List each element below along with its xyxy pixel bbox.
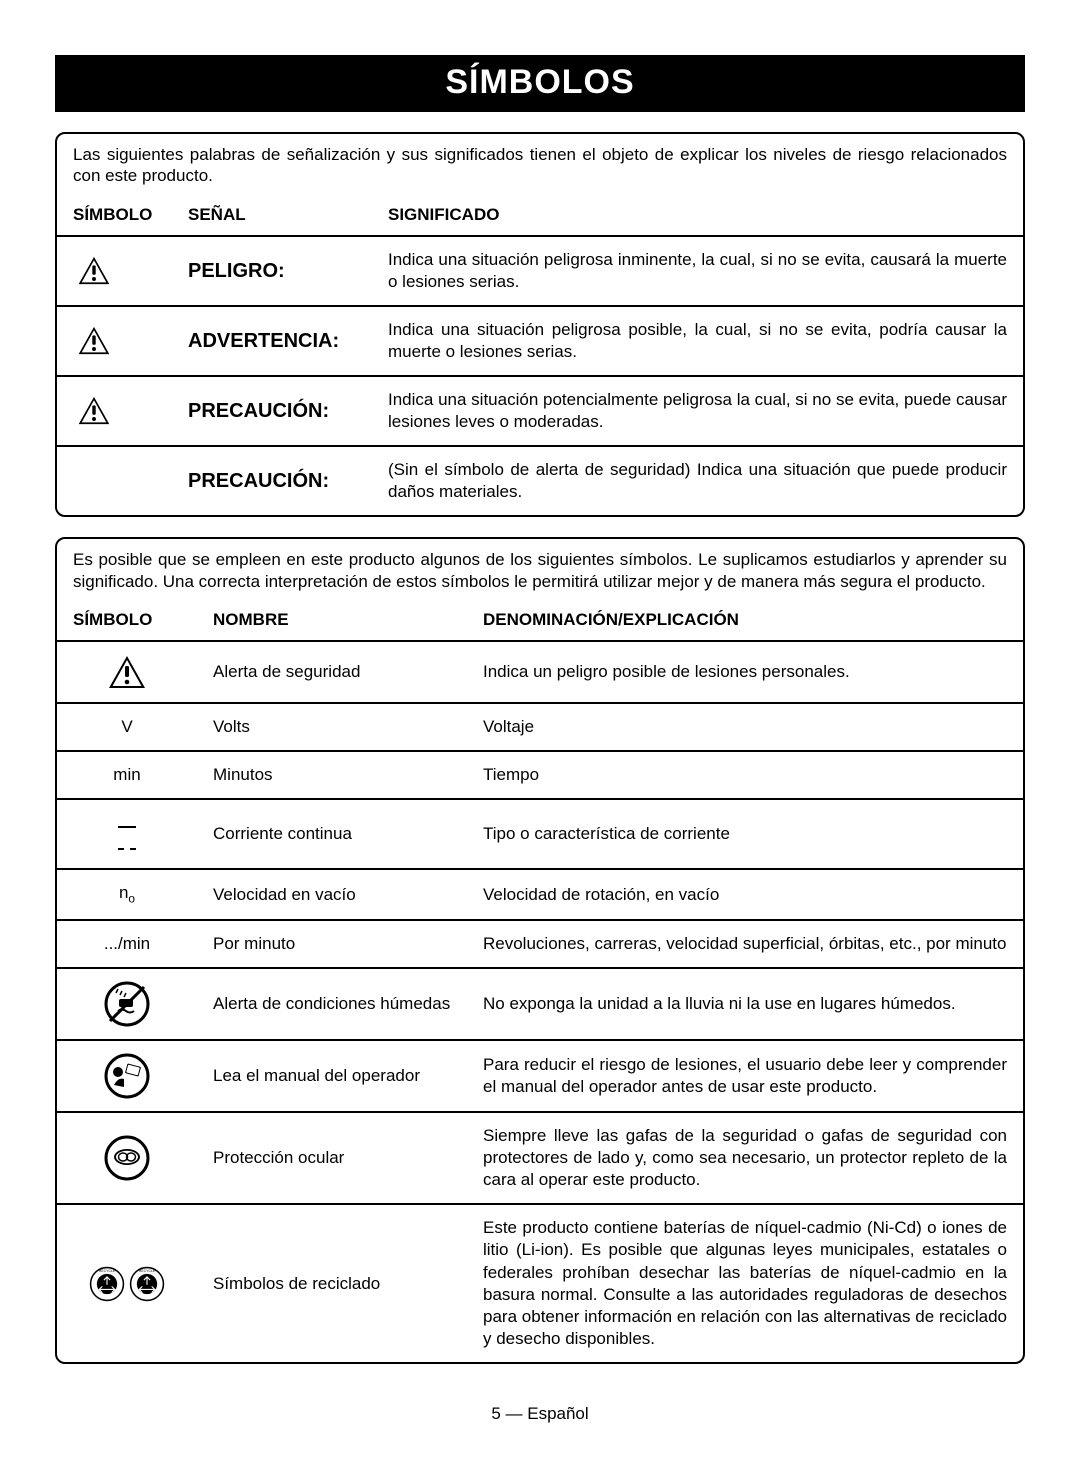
alert-icon	[107, 661, 147, 680]
explanation-cell: Velocidad de rotación, en vacío	[467, 869, 1023, 920]
explanation-cell: Revoluciones, carreras, velocidad superf…	[467, 920, 1023, 968]
header-signal: SEÑAL	[172, 195, 372, 236]
table-row: V VoltsVoltaje	[57, 703, 1023, 751]
table-row: Corriente continuaTipo o característica …	[57, 799, 1023, 869]
svg-text:RECYCLE: RECYCLE	[98, 1269, 115, 1273]
header-symbol: SÍMBOLO	[57, 195, 172, 236]
wet-icon	[104, 994, 150, 1013]
name-cell: Minutos	[197, 751, 467, 799]
table-row: PELIGRO:Indica una situación peligrosa i…	[57, 236, 1023, 306]
symbol-cell: min	[57, 751, 197, 799]
symbol-cell	[57, 641, 197, 703]
header-explanation: DENOMINACIÓN/EXPLICACIÓN	[467, 600, 1023, 641]
dc-icon	[118, 813, 136, 854]
signal-cell: ADVERTENCIA:	[172, 306, 372, 376]
symbol-cell	[57, 1112, 197, 1204]
name-cell: Volts	[197, 703, 467, 751]
explanation-cell: Tipo o característica de corriente	[467, 799, 1023, 869]
symbol-cell: RECYCLE RECYCLE	[57, 1204, 197, 1362]
explanation-cell: Siempre lleve las gafas de la seguridad …	[467, 1112, 1023, 1204]
min-icon: min	[113, 765, 140, 784]
alert-triangle-icon	[77, 260, 111, 279]
meaning-cell: Indica una situación peligrosa inminente…	[372, 236, 1023, 306]
page-title: SÍMBOLOS	[55, 55, 1025, 112]
symbols-box: Es posible que se empleen en este produc…	[55, 537, 1025, 1364]
symbol-cell	[57, 1040, 197, 1112]
symbol-cell: no	[57, 869, 197, 920]
table-row: Alerta de condiciones húmedasNo exponga …	[57, 968, 1023, 1040]
table-row: PRECAUCIÓN:Indica una situación potencia…	[57, 376, 1023, 446]
explanation-cell: Voltaje	[467, 703, 1023, 751]
symbol-cell: .../min	[57, 920, 197, 968]
table-row: RECYCLE RECYCLE Símbolos de recicladoEste…	[57, 1204, 1023, 1362]
table-row: Alerta de seguridadIndica un peligro pos…	[57, 641, 1023, 703]
meaning-cell: Indica una situación peligrosa posible, …	[372, 306, 1023, 376]
signal-words-box: Las siguientes palabras de señalización …	[55, 132, 1025, 517]
table-row: no Velocidad en vacíoVelocidad de rotació…	[57, 869, 1023, 920]
eye-icon	[104, 1148, 150, 1167]
table-header-row: SÍMBOLO SEÑAL SIGNIFICADO	[57, 195, 1023, 236]
signal-cell: PRECAUCIÓN:	[172, 376, 372, 446]
explanation-cell: No exponga la unidad a la lluvia ni la u…	[467, 968, 1023, 1040]
meaning-cell: (Sin el símbolo de alerta de seguridad) …	[372, 446, 1023, 515]
manual-icon	[104, 1066, 150, 1085]
svg-text:RECYCLE: RECYCLE	[139, 1269, 156, 1273]
table-row: Lea el manual del operadorPara reducir e…	[57, 1040, 1023, 1112]
symbol-cell	[57, 446, 172, 515]
symbol-cell	[57, 236, 172, 306]
table-header-row: SÍMBOLO NOMBRE DENOMINACIÓN/EXPLICACIÓN	[57, 600, 1023, 641]
explanation-cell: Indica un peligro posible de lesiones pe…	[467, 641, 1023, 703]
alert-triangle-icon	[77, 400, 111, 419]
table-row: .../min Por minutoRevoluciones, carreras,…	[57, 920, 1023, 968]
recycle-icon: RECYCLE RECYCLE	[89, 1273, 166, 1292]
page: SÍMBOLOS Las siguientes palabras de seña…	[0, 0, 1080, 1464]
explanation-cell: Para reducir el riesgo de lesiones, el u…	[467, 1040, 1023, 1112]
V-icon: V	[121, 717, 132, 736]
name-cell: Lea el manual del operador	[197, 1040, 467, 1112]
table-row: min MinutosTiempo	[57, 751, 1023, 799]
no-icon: no	[119, 883, 135, 902]
name-cell: Velocidad en vacío	[197, 869, 467, 920]
permin-icon: .../min	[104, 934, 150, 953]
name-cell: Alerta de condiciones húmedas	[197, 968, 467, 1040]
explanation-cell: Este producto contiene baterías de níque…	[467, 1204, 1023, 1362]
table-row: PRECAUCIÓN:(Sin el símbolo de alerta de …	[57, 446, 1023, 515]
alert-triangle-icon	[77, 330, 111, 349]
name-cell: Alerta de seguridad	[197, 641, 467, 703]
header-symbol: SÍMBOLO	[57, 600, 197, 641]
symbol-cell	[57, 306, 172, 376]
explanation-cell: Tiempo	[467, 751, 1023, 799]
signal-words-table: SÍMBOLO SEÑAL SIGNIFICADO PELIGRO:Indica…	[57, 195, 1023, 516]
symbol-cell	[57, 968, 197, 1040]
name-cell: Símbolos de reciclado	[197, 1204, 467, 1362]
table-row: Protección ocularSiempre lleve las gafas…	[57, 1112, 1023, 1204]
header-meaning: SIGNIFICADO	[372, 195, 1023, 236]
symbol-cell	[57, 376, 172, 446]
header-name: NOMBRE	[197, 600, 467, 641]
signal-cell: PRECAUCIÓN:	[172, 446, 372, 515]
box1-intro: Las siguientes palabras de señalización …	[57, 134, 1023, 195]
symbols-table: SÍMBOLO NOMBRE DENOMINACIÓN/EXPLICACIÓN …	[57, 600, 1023, 1362]
name-cell: Por minuto	[197, 920, 467, 968]
page-footer: 5 — Español	[55, 1404, 1025, 1424]
name-cell: Corriente continua	[197, 799, 467, 869]
meaning-cell: Indica una situación potencialmente peli…	[372, 376, 1023, 446]
name-cell: Protección ocular	[197, 1112, 467, 1204]
symbol-cell: V	[57, 703, 197, 751]
box2-intro: Es posible que se empleen en este produc…	[57, 539, 1023, 600]
symbol-cell	[57, 799, 197, 869]
signal-cell: PELIGRO:	[172, 236, 372, 306]
table-row: ADVERTENCIA:Indica una situación peligro…	[57, 306, 1023, 376]
